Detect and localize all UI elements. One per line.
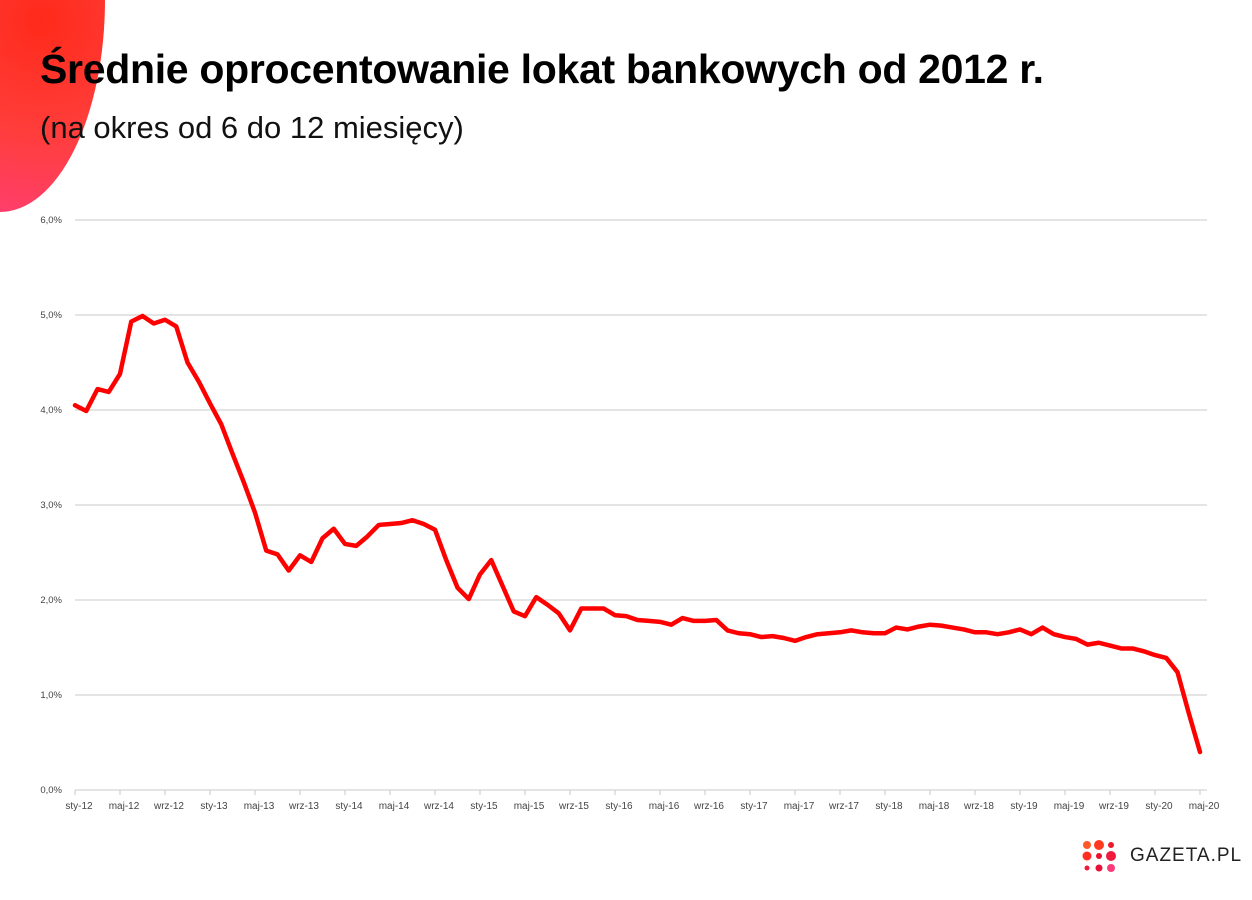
- x-tick-label: wrz-18: [963, 801, 994, 812]
- x-tick-label: sty-14: [335, 801, 363, 812]
- logo-dot: [1095, 864, 1103, 872]
- logo-dot: [1108, 842, 1114, 848]
- x-tick-label: sty-16: [605, 801, 633, 812]
- y-tick-label: 3,0%: [40, 500, 62, 511]
- x-tick-label: sty-20: [1145, 801, 1173, 812]
- logo-dots-icon: [1082, 840, 1116, 872]
- series-line: [72, 313, 1203, 755]
- chart-title: Średnie oprocentowanie lokat bankowych o…: [40, 46, 1044, 92]
- chart-subtitle: (na okres od 6 do 12 miesięcy): [40, 110, 464, 145]
- x-tick-label: maj-19: [1054, 801, 1085, 812]
- x-tick-label: sty-13: [200, 801, 228, 812]
- x-tick-label: wrz-16: [693, 801, 724, 812]
- x-tick-label: wrz-13: [288, 801, 319, 812]
- x-tick-label: maj-13: [244, 801, 275, 812]
- y-tick-label: 2,0%: [40, 595, 62, 606]
- x-tick-label: maj-16: [649, 801, 680, 812]
- logo-dot: [1094, 840, 1104, 850]
- x-tick-label: wrz-14: [423, 801, 454, 812]
- x-tick-label: sty-18: [875, 801, 903, 812]
- logo-dot: [1083, 841, 1091, 849]
- x-tick-label: maj-14: [379, 801, 410, 812]
- x-tick-label: sty-12: [65, 801, 93, 812]
- x-tick-label: maj-20: [1189, 801, 1220, 812]
- x-tick-label: maj-18: [919, 801, 950, 812]
- y-tick-label: 5,0%: [40, 310, 62, 321]
- y-tick-label: 6,0%: [40, 215, 62, 226]
- x-tick-label: wrz-17: [828, 801, 859, 812]
- x-tick-label: maj-12: [109, 801, 140, 812]
- gazeta-logo: GAZETA.PL: [1082, 840, 1242, 872]
- y-tick-label: 1,0%: [40, 690, 62, 701]
- logo-dot: [1082, 851, 1092, 861]
- x-tick-label: maj-15: [514, 801, 545, 812]
- x-tick-label: sty-19: [1010, 801, 1038, 812]
- logo-text: GAZETA.PL: [1130, 845, 1243, 866]
- x-tick-label: sty-15: [470, 801, 498, 812]
- x-tick-label: wrz-12: [153, 801, 184, 812]
- y-tick-label: 4,0%: [40, 405, 62, 416]
- x-tick-label: wrz-15: [558, 801, 589, 812]
- x-tick-label: maj-17: [784, 801, 815, 812]
- logo-dot: [1096, 853, 1102, 859]
- x-tick-label: wrz-19: [1098, 801, 1129, 812]
- logo-dot: [1084, 865, 1090, 871]
- logo-dot: [1106, 851, 1116, 861]
- y-tick-label: 0,0%: [40, 785, 62, 796]
- logo-dot: [1107, 864, 1115, 872]
- x-tick-label: sty-17: [740, 801, 768, 812]
